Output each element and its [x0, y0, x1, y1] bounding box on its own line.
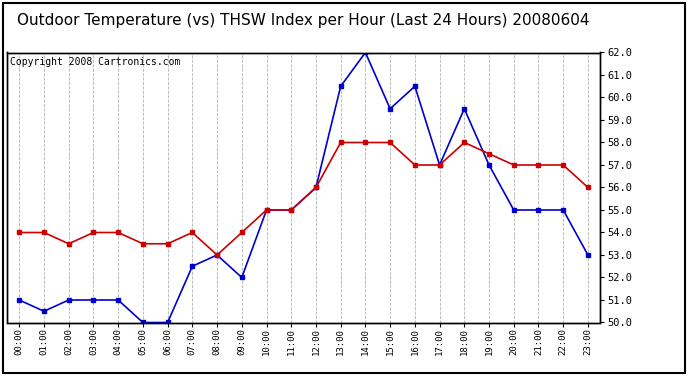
Text: Copyright 2008 Cartronics.com: Copyright 2008 Cartronics.com	[10, 57, 180, 66]
Text: Outdoor Temperature (vs) THSW Index per Hour (Last 24 Hours) 20080604: Outdoor Temperature (vs) THSW Index per …	[17, 13, 590, 28]
